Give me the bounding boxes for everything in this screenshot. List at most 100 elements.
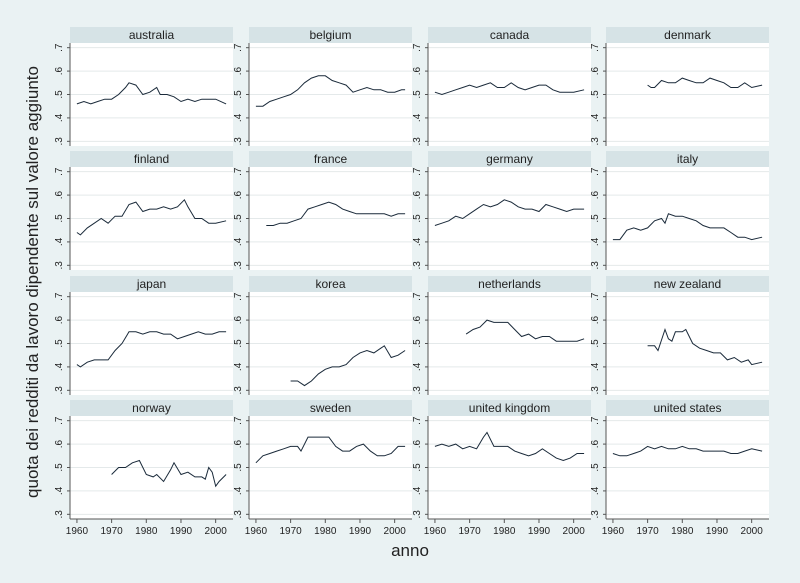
y-tick-label: .6 xyxy=(233,315,244,324)
y-tick-label: .4 xyxy=(233,362,244,371)
y-tick-label: .4 xyxy=(233,113,244,122)
y-tick-label: .5 xyxy=(54,214,65,223)
y-tick-label: .5 xyxy=(233,214,244,223)
y-tick-label: .6 xyxy=(590,439,601,448)
panel-title: belgium xyxy=(309,28,351,42)
x-tick-label: 1970 xyxy=(100,526,123,537)
panel-italy: italy .3 .4 .5 .6 .7 xyxy=(590,151,769,270)
y-tick-label: .7 xyxy=(412,167,423,176)
panel-strip xyxy=(606,151,769,167)
panel-strip xyxy=(428,400,591,416)
x-tick-label: 2000 xyxy=(741,526,764,537)
panel-germany: germany .3 .4 .5 .6 .7 xyxy=(412,151,591,270)
y-tick-label: .5 xyxy=(590,463,601,472)
y-tick-label: .4 xyxy=(590,486,601,495)
y-tick-label: .6 xyxy=(412,66,423,75)
panel-title: united states xyxy=(653,401,721,415)
panel-title: new zealand xyxy=(654,277,721,291)
y-tick-label: .3 xyxy=(412,137,423,146)
x-tick-label: 1990 xyxy=(706,526,729,537)
panel-strip xyxy=(606,400,769,416)
y-tick-label: .3 xyxy=(590,261,601,270)
y-tick-label: .3 xyxy=(54,386,65,395)
series-line-korea xyxy=(290,345,406,387)
panel-title: korea xyxy=(315,277,345,291)
y-tick-label: .6 xyxy=(233,439,244,448)
x-tick-label: 1980 xyxy=(493,526,516,537)
y-tick-label: .3 xyxy=(233,261,244,270)
panel-strip xyxy=(428,27,591,43)
x-tick-label: 1980 xyxy=(671,526,694,537)
panel-title: united kingdom xyxy=(469,401,550,415)
series-line-united-kingdom xyxy=(434,431,585,462)
y-tick-label: .6 xyxy=(590,190,601,199)
panel-title: denmark xyxy=(664,28,712,42)
x-tick-label: 1990 xyxy=(528,526,551,537)
panel-title: canada xyxy=(490,28,530,42)
series-line-finland xyxy=(76,198,227,236)
y-tick-label: .3 xyxy=(412,261,423,270)
y-axis-title: quota dei redditi da lavoro dipendente s… xyxy=(23,66,42,498)
y-tick-label: .3 xyxy=(233,386,244,395)
y-tick-label: .5 xyxy=(54,90,65,99)
x-axis-title: anno xyxy=(391,541,429,560)
panel-strip xyxy=(70,276,233,292)
y-tick-label: .5 xyxy=(233,90,244,99)
y-tick-label: .7 xyxy=(54,292,65,301)
y-tick-label: .3 xyxy=(233,137,244,146)
panel-japan: japan .3 .4 .5 .6 .7 xyxy=(54,276,233,395)
series-line-netherlands xyxy=(465,319,585,342)
panel-belgium: belgium .3 .4 .5 .6 .7 xyxy=(233,27,412,146)
y-tick-label: .3 xyxy=(233,510,244,519)
panel-sweden: sweden .3 .4 .5 .6 .7 1960 1970 1980 1990 2000 xyxy=(233,400,412,537)
y-tick-label: .7 xyxy=(590,43,601,52)
series-line-australia xyxy=(76,82,227,105)
x-tick-label: 1970 xyxy=(636,526,659,537)
y-tick-label: .5 xyxy=(233,463,244,472)
y-tick-label: .6 xyxy=(412,439,423,448)
y-tick-label: .3 xyxy=(590,510,601,519)
y-tick-label: .7 xyxy=(412,43,423,52)
panel-denmark: denmark .3 .4 .5 .6 .7 xyxy=(590,27,769,146)
panel-france: france .3 .4 .5 .6 .7 xyxy=(233,151,412,270)
series-line-denmark xyxy=(647,77,763,89)
panel-title: norway xyxy=(132,401,171,415)
y-tick-label: .5 xyxy=(54,339,65,348)
y-tick-label: .5 xyxy=(590,214,601,223)
series-line-canada xyxy=(434,82,585,96)
x-tick-label: 1990 xyxy=(349,526,372,537)
y-tick-label: .7 xyxy=(590,292,601,301)
series-line-italy xyxy=(612,213,763,241)
series-line-germany xyxy=(434,199,585,226)
y-tick-label: .6 xyxy=(54,439,65,448)
panel-title: sweden xyxy=(310,401,351,415)
series-line-new-zealand xyxy=(647,327,763,366)
panel-title: netherlands xyxy=(478,277,541,291)
y-tick-label: .4 xyxy=(590,237,601,246)
y-tick-label: .5 xyxy=(233,339,244,348)
panel-new-zealand: new zealand .3 .4 .5 .6 .7 xyxy=(590,276,769,395)
panel-strip xyxy=(70,27,233,43)
y-tick-label: .5 xyxy=(412,339,423,348)
series-line-belgium xyxy=(255,75,406,107)
panel-norway: norway .3 .4 .5 .6 .7 1960 1970 1980 1990 2000 xyxy=(54,400,233,537)
panel-strip xyxy=(249,400,412,416)
y-tick-label: .3 xyxy=(54,261,65,270)
panel-title: italy xyxy=(677,152,698,166)
y-tick-label: .5 xyxy=(54,463,65,472)
y-tick-label: .4 xyxy=(412,362,423,371)
panel-title: finland xyxy=(134,152,169,166)
panel-title: france xyxy=(314,152,348,166)
panel-strip xyxy=(606,276,769,292)
y-tick-label: .7 xyxy=(233,416,244,425)
panel-title: germany xyxy=(486,152,533,166)
y-tick-label: .4 xyxy=(54,113,65,122)
panel-title: japan xyxy=(136,277,166,291)
panel-united-states: united states .3 .4 .5 .6 .7 1960 1970 1980 1990 2… xyxy=(590,400,769,537)
x-tick-label: 1990 xyxy=(170,526,193,537)
panel-strip xyxy=(249,27,412,43)
y-tick-label: .3 xyxy=(412,386,423,395)
y-tick-label: .6 xyxy=(590,315,601,324)
series-line-france xyxy=(266,201,406,226)
y-tick-label: .6 xyxy=(54,66,65,75)
